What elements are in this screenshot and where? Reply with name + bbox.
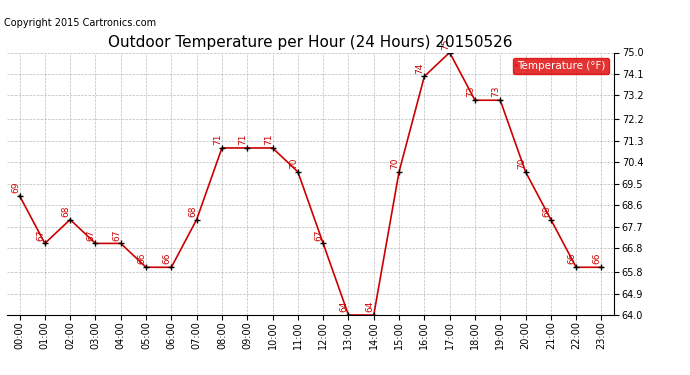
Text: 64: 64 [339, 301, 348, 312]
Text: 66: 66 [567, 253, 576, 264]
Text: 67: 67 [315, 229, 324, 241]
Text: 70: 70 [289, 158, 298, 169]
Text: 71: 71 [264, 134, 273, 145]
Text: 73: 73 [466, 86, 475, 98]
Text: 64: 64 [365, 301, 374, 312]
Text: 68: 68 [542, 205, 551, 217]
Legend: Temperature (°F): Temperature (°F) [513, 58, 609, 74]
Text: 70: 70 [517, 158, 526, 169]
Text: Copyright 2015 Cartronics.com: Copyright 2015 Cartronics.com [4, 18, 156, 28]
Text: 67: 67 [112, 229, 121, 241]
Text: 74: 74 [415, 62, 424, 74]
Text: 73: 73 [491, 86, 500, 98]
Title: Outdoor Temperature per Hour (24 Hours) 20150526: Outdoor Temperature per Hour (24 Hours) … [108, 35, 513, 50]
Text: 66: 66 [137, 253, 146, 264]
Text: 68: 68 [61, 205, 70, 217]
Text: 68: 68 [188, 205, 197, 217]
Text: 69: 69 [11, 182, 20, 193]
Text: 66: 66 [163, 253, 172, 264]
Text: 75: 75 [441, 38, 450, 50]
Text: 71: 71 [213, 134, 222, 145]
Text: 71: 71 [239, 134, 248, 145]
Text: 66: 66 [593, 253, 602, 264]
Text: 67: 67 [36, 229, 45, 241]
Text: 70: 70 [391, 158, 400, 169]
Text: 67: 67 [87, 229, 96, 241]
